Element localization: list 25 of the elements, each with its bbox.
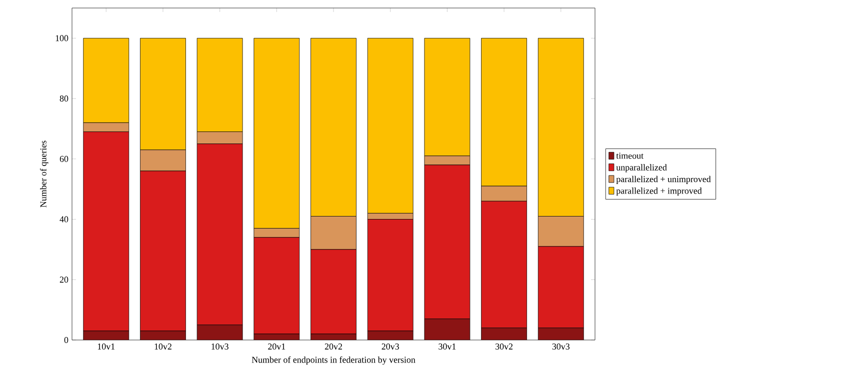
x-tick-label: 10v3	[212, 344, 228, 350]
legend-label: timeout	[616, 152, 644, 159]
x-tick-label: 30v2	[496, 344, 513, 350]
bar	[481, 328, 527, 340]
x-tick-label: 10v2	[154, 344, 172, 350]
bar	[197, 324, 243, 340]
x-tick-label: 20v2	[324, 344, 342, 350]
x-tick-label: 30v3	[552, 344, 570, 350]
y-tick-label: 60	[60, 156, 68, 162]
x-tick-label: 30v1	[438, 344, 456, 350]
y-tick-label: 20	[60, 276, 68, 283]
x-tick-label: 20v3	[382, 344, 399, 350]
y-axis-title: Number of queries	[40, 140, 48, 208]
x-tick-label: 20v1	[268, 344, 286, 350]
x-tick-label: 10v1	[98, 344, 115, 350]
y-tick-label: 80	[60, 96, 68, 102]
y-tick-label: 40	[60, 216, 68, 222]
legend-label: unparallelized	[616, 164, 667, 172]
legend-label: parallelized + improved	[616, 188, 702, 196]
y-tick-label: 100	[56, 35, 68, 42]
bar	[538, 328, 584, 340]
bar	[424, 318, 470, 340]
y-tick-label: 0	[64, 336, 68, 344]
x-axis-title: Number of endpoints in federation by version	[252, 356, 416, 365]
legend-label: parallelized + unimproved	[616, 176, 711, 184]
